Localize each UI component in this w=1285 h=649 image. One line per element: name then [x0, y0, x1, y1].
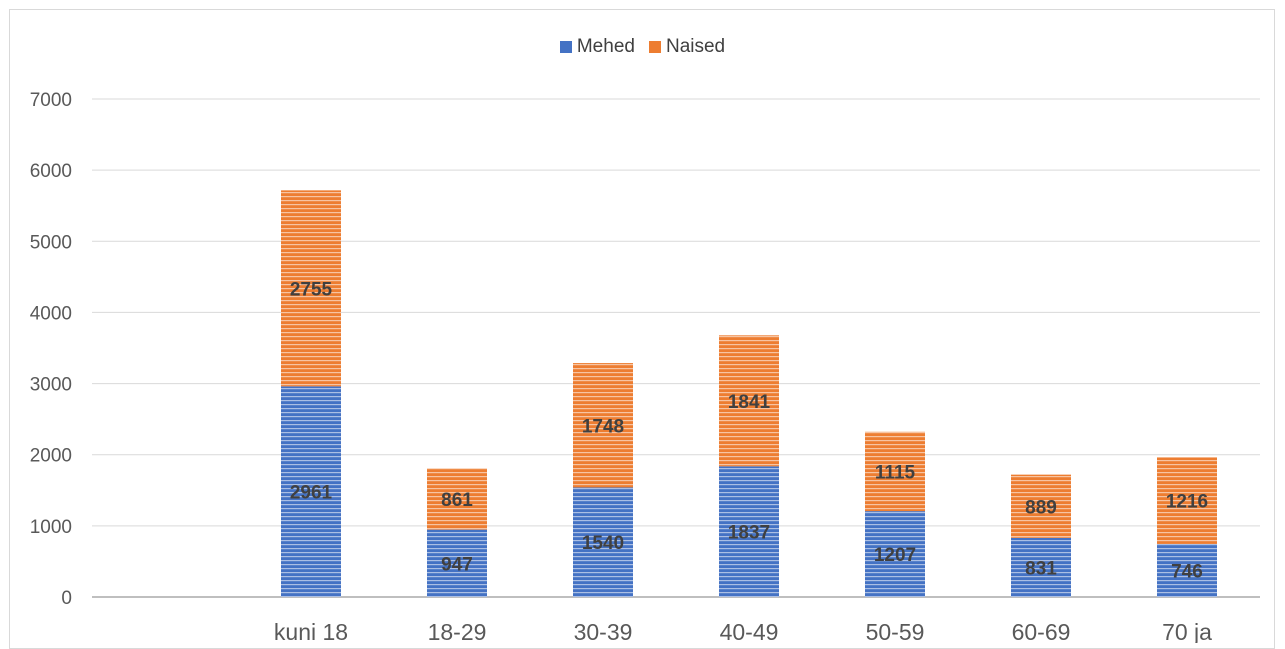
y-tick-label: 5000: [30, 232, 72, 253]
bar-mehed-3: [719, 466, 779, 597]
data-label: 947: [441, 554, 473, 575]
y-tick-label: 6000: [30, 161, 72, 182]
legend-swatch-naised: [648, 41, 661, 53]
bars: [281, 190, 1217, 597]
data-label: 2961: [290, 483, 333, 504]
data-label: 889: [1025, 497, 1057, 518]
legend-label-mehed: Mehed: [576, 36, 635, 57]
y-tick-label: 4000: [30, 303, 72, 324]
y-tick-label: 2000: [30, 446, 72, 467]
x-tick-label: 40-49: [720, 619, 779, 643]
bar-naised-2: [573, 363, 633, 488]
legend-label-naised: Naised: [665, 36, 726, 57]
bar-mehed-6: [1157, 543, 1217, 597]
x-tick-label: 30-39: [574, 619, 633, 643]
data-label: 861: [441, 490, 473, 511]
data-label: 1837: [728, 523, 770, 544]
bar-naised-5: [1011, 474, 1071, 538]
legend-item-naised: Naised: [648, 36, 726, 58]
bar-mehed-1: [427, 529, 487, 597]
data-label: 1841: [728, 392, 771, 413]
x-tick-label: 18-29: [428, 619, 487, 643]
bar-mehed-4: [865, 511, 925, 597]
x-axis-ticks: kuni 18 18-29 30-39 40-49 50-59 60-69 70 ja: [274, 619, 1212, 643]
legend-swatch-mehed: [559, 41, 572, 53]
bar-mehed-5: [1011, 537, 1071, 597]
bar-naised-3: [719, 335, 779, 467]
gridlines: [92, 98, 1260, 598]
y-tick-label: 0: [61, 588, 72, 609]
data-label: 2755: [290, 279, 333, 300]
bar-mehed-0: [281, 386, 341, 597]
legend: Mehed Naised: [0, 36, 1285, 58]
bar-naised-1: [427, 468, 487, 530]
y-tick-label: 1000: [30, 517, 72, 538]
bar-naised-4: [865, 431, 925, 512]
bar-naised-0: [281, 190, 341, 387]
bar-naised-6: [1157, 457, 1217, 544]
data-labels: 2961 2755 947 861 1540 1748 1837 1841 1207 1115 83…: [290, 279, 1208, 582]
data-label: 1207: [874, 545, 916, 566]
y-axis-ticks: 0 1000 2000 3000 4000 5000 6000 7000: [30, 90, 72, 609]
y-tick-label: 7000: [30, 90, 72, 111]
bar-mehed-2: [573, 487, 633, 597]
data-label: 1216: [1166, 492, 1208, 513]
x-tick-label: 50-59: [866, 619, 925, 643]
data-label: 746: [1171, 561, 1203, 582]
data-label: 1748: [582, 416, 624, 437]
x-tick-label: 70 ja: [1162, 619, 1212, 643]
data-label: 831: [1025, 558, 1057, 579]
y-tick-label: 3000: [30, 375, 72, 396]
data-label: 1540: [582, 533, 624, 554]
x-tick-label: 60-69: [1012, 619, 1071, 643]
data-label: 1115: [875, 462, 916, 483]
legend-item-mehed: Mehed: [559, 36, 635, 58]
x-tick-label: kuni 18: [274, 619, 348, 643]
